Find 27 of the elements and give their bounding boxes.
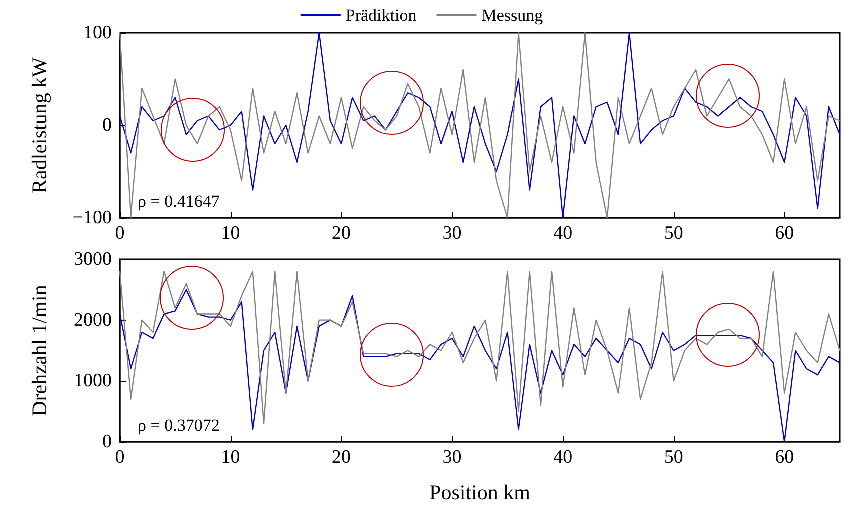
x-axis-title: Position km xyxy=(430,480,530,504)
x-tick-label: 50 xyxy=(664,223,684,244)
annotation: ρ = 0.41647 xyxy=(138,192,220,211)
x-tick-label: 10 xyxy=(221,223,240,244)
y-tick-label: 3000 xyxy=(74,249,112,270)
x-tick-label: 60 xyxy=(775,447,794,468)
y-tick-label: 0 xyxy=(102,115,112,136)
legend-label: Messung xyxy=(482,6,544,25)
legend-label: Prädiktion xyxy=(346,6,418,25)
y-axis-title: Drehzahl 1/min xyxy=(28,284,52,416)
x-tick-label: 30 xyxy=(442,447,462,468)
x-tick-label: 40 xyxy=(554,223,573,244)
y-tick-label: 0 xyxy=(102,432,112,452)
x-tick-label: 60 xyxy=(775,223,794,244)
x-tick-label: 10 xyxy=(221,447,240,468)
y-tick-label: 100 xyxy=(84,22,112,44)
annotation: ρ = 0.37072 xyxy=(138,416,220,435)
y-axis-title: Radleistung kW xyxy=(28,57,52,194)
x-tick-label: 40 xyxy=(554,447,573,468)
x-tick-label: 20 xyxy=(332,447,352,468)
y-tick-label: −100 xyxy=(72,208,112,228)
y-tick-label: 2000 xyxy=(74,310,112,331)
x-tick-label: 20 xyxy=(332,223,352,244)
line-series xyxy=(119,32,841,219)
x-tick-label: 50 xyxy=(664,447,684,468)
x-tick-label: 30 xyxy=(442,223,462,244)
y-tick-label: 1000 xyxy=(74,370,112,392)
